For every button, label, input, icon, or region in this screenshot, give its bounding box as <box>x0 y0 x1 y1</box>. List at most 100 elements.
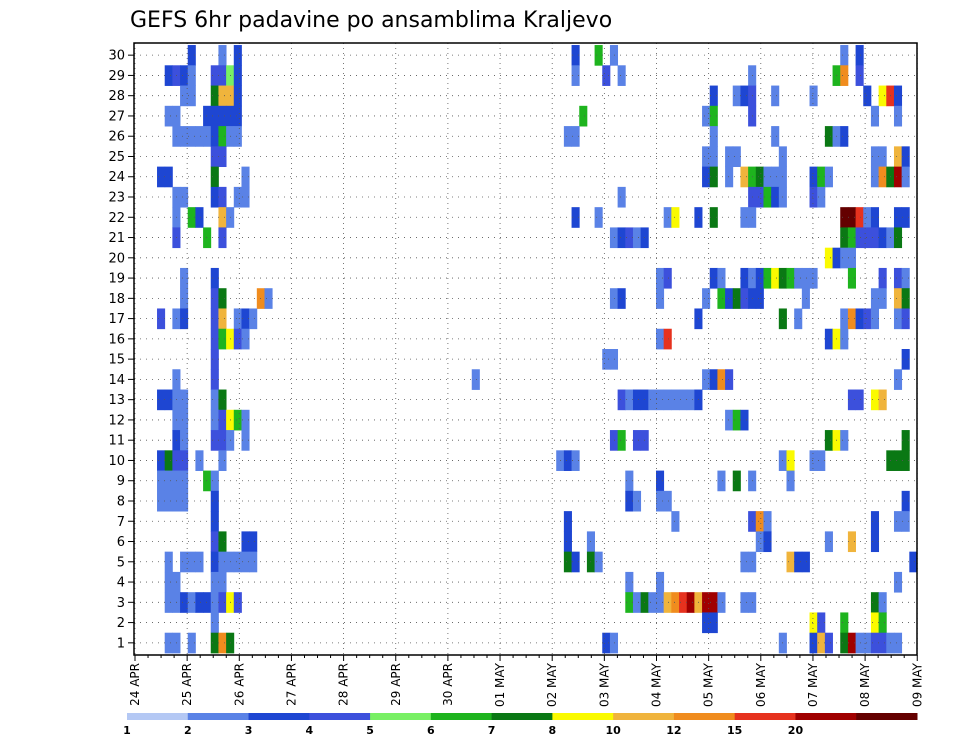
y-tick-label: 26 <box>108 130 125 145</box>
heatmap-cell <box>870 389 880 411</box>
y-tick-label: 8 <box>117 494 125 509</box>
heatmap-cell <box>909 551 918 573</box>
heatmap-cell <box>218 430 227 451</box>
heatmap-cell <box>632 490 642 512</box>
heatmap-cell <box>571 551 580 573</box>
heatmap-cell <box>870 166 880 188</box>
heatmap-cell <box>901 166 910 188</box>
heatmap-cell <box>840 65 849 86</box>
heatmap-cell <box>740 288 749 309</box>
heatmap-cell <box>233 409 242 431</box>
plot-frame <box>133 42 918 656</box>
heatmap-cell <box>656 470 665 492</box>
x-tick-label: 28 APR <box>337 663 351 706</box>
heatmap-cell <box>218 227 227 249</box>
heatmap-cell <box>824 126 833 147</box>
heatmap-cell <box>210 369 219 390</box>
heatmap-cell <box>870 592 880 613</box>
heatmap-cell <box>732 470 741 492</box>
heatmap-cell <box>732 288 741 309</box>
heatmap-cell <box>755 166 764 188</box>
heatmap-cell <box>218 450 227 471</box>
heatmap-cell <box>901 308 910 330</box>
heatmap-cell <box>195 592 204 613</box>
heatmap-cell <box>625 571 634 593</box>
y-tick-label: 18 <box>108 292 125 307</box>
heatmap-cell <box>771 85 780 107</box>
heatmap-cell <box>594 45 603 66</box>
heatmap-cell <box>686 389 695 411</box>
heatmap-cell <box>164 65 173 86</box>
x-axis: 24 APR 25 APR 26 APR 27 APR 28 APR 29 APR 30 A… <box>128 655 924 707</box>
heatmap-cell <box>794 267 803 289</box>
heatmap-cell <box>840 612 849 634</box>
heatmap-cell <box>878 227 887 249</box>
colorbar-swatch <box>248 713 310 720</box>
y-axis: 1234567891011121314151617181920212223242… <box>108 49 134 651</box>
heatmap-cell <box>233 308 242 330</box>
heatmap-cell <box>210 612 219 634</box>
heatmap-cell <box>702 105 711 127</box>
heatmap-cell <box>870 146 880 168</box>
heatmap-cell <box>233 45 242 66</box>
heatmap-cell <box>180 126 189 147</box>
heatmap-cell <box>893 308 903 330</box>
heatmap-cell <box>847 308 856 330</box>
heatmap-cell <box>157 308 166 330</box>
heatmap-cell <box>471 369 480 390</box>
heatmap-cell <box>855 207 864 228</box>
heatmap-cell <box>809 450 818 471</box>
heatmap-cell <box>563 126 572 147</box>
heatmap-cell <box>210 65 219 86</box>
heatmap-cell <box>218 531 227 553</box>
heatmap-cell <box>679 592 688 613</box>
heatmap-cell <box>901 207 910 228</box>
heatmap-cell <box>157 490 166 512</box>
heatmap-cell <box>732 85 741 107</box>
heatmap-cell <box>625 592 634 613</box>
heatmap-cell <box>187 45 196 66</box>
heatmap-cell <box>763 511 772 532</box>
heatmap-cell <box>609 45 619 66</box>
heatmap-cell <box>210 85 219 107</box>
heatmap-cell <box>218 288 227 309</box>
colorbar-tick-label: 5 <box>366 724 374 737</box>
y-tick-label: 1 <box>117 636 125 651</box>
heatmap-cell <box>617 227 626 249</box>
heatmap-cell <box>671 511 680 532</box>
heatmap-cell <box>249 531 258 553</box>
y-tick-label: 30 <box>108 49 125 64</box>
heatmap-cell <box>725 146 734 168</box>
heatmap-cell <box>210 632 219 654</box>
heatmap-cell <box>241 186 250 208</box>
y-tick-label: 5 <box>117 555 125 570</box>
heatmap-cell <box>210 511 219 532</box>
heatmap-cell <box>870 612 880 634</box>
heatmap-cell <box>656 328 665 350</box>
colorbar-tick-label: 2 <box>184 724 192 737</box>
heatmap-cell <box>702 369 711 390</box>
heatmap-cell <box>901 288 910 309</box>
heatmap-cell <box>863 308 872 330</box>
heatmap-cell <box>563 450 572 471</box>
heatmap-cell <box>740 207 749 228</box>
heatmap-cell <box>241 166 250 188</box>
heatmap-cell <box>648 592 657 613</box>
heatmap-cell <box>702 146 711 168</box>
heatmap-cell <box>709 105 718 127</box>
y-tick-label: 25 <box>108 150 125 165</box>
heatmap-cell <box>203 126 212 147</box>
heatmap-cell <box>210 430 219 451</box>
heatmap-cell <box>840 247 849 269</box>
y-tick-label: 6 <box>117 535 125 550</box>
heatmap-cell <box>863 207 872 228</box>
heatmap-cell <box>847 531 856 553</box>
colorbar-swatch <box>491 713 553 720</box>
heatmap-cell <box>763 267 772 289</box>
y-tick-label: 14 <box>108 373 125 388</box>
heatmap-cell <box>671 389 680 411</box>
heatmap-cell <box>740 592 749 613</box>
y-tick-label: 7 <box>117 515 125 530</box>
x-tick-label: 02 MAY <box>545 662 559 707</box>
